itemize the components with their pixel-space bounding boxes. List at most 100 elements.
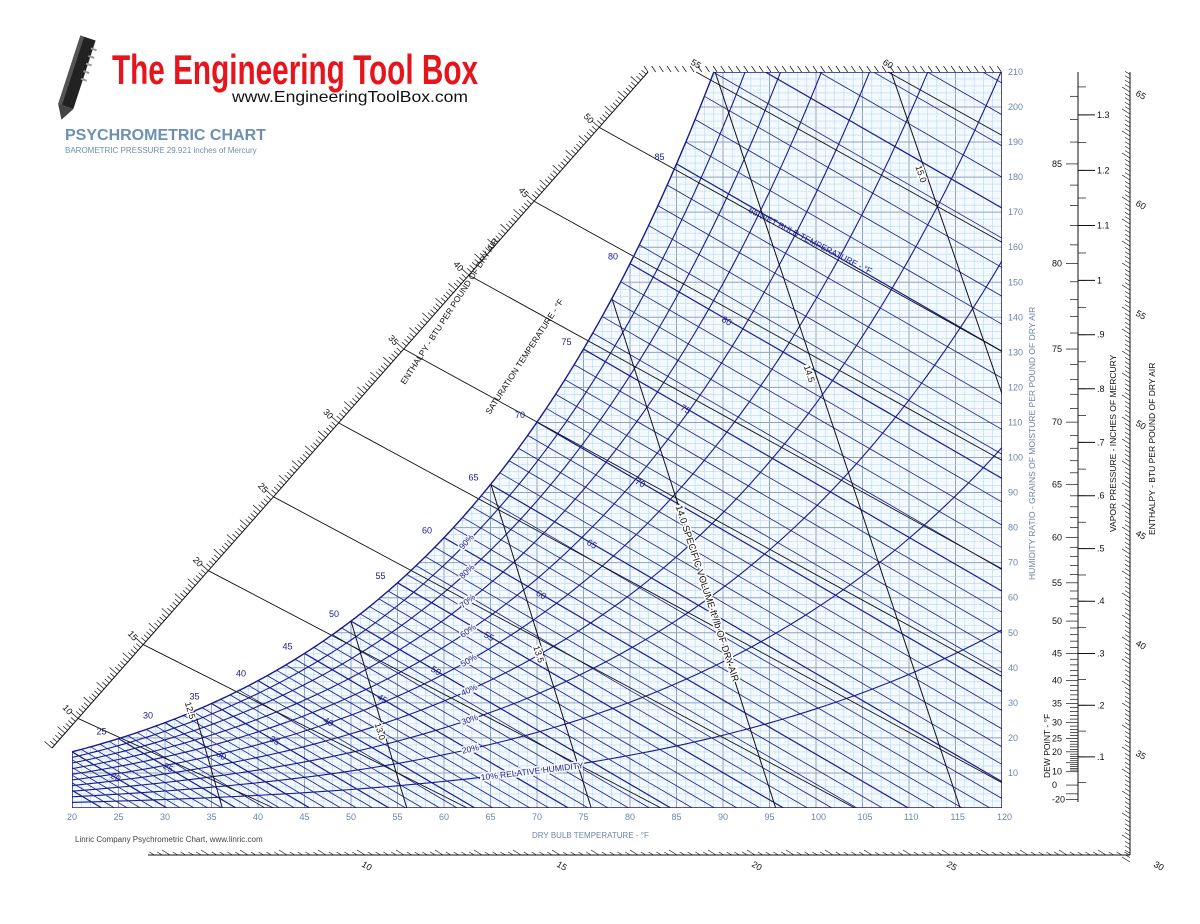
enthalpy-scale-tick bbox=[615, 99, 621, 104]
enthalpy-scale-tick bbox=[1124, 163, 1131, 168]
enthalpy-scale-tick bbox=[630, 81, 636, 87]
saturation-tick-label: 25 bbox=[97, 727, 107, 737]
enthalpy-scale-tick bbox=[835, 65, 841, 73]
enthalpy-scale-tick bbox=[1124, 225, 1131, 229]
enthalpy-scale-tick bbox=[820, 851, 826, 856]
enthalpy-scale-tick bbox=[487, 244, 493, 249]
enthalpy-scale-tick bbox=[1124, 533, 1131, 537]
enthalpy-scale-tick bbox=[313, 851, 319, 856]
enthalpy-scale-tick bbox=[174, 593, 183, 601]
enthalpy-scale-tick bbox=[1124, 317, 1131, 322]
enthalpy-scale-tick bbox=[785, 849, 795, 856]
enthalpy-scale-tick bbox=[576, 143, 582, 149]
enthalpy-lines bbox=[77, 71, 1002, 808]
enthalpy-scale-tick bbox=[589, 129, 595, 134]
enthalpy-scale-tick bbox=[1121, 438, 1131, 445]
enthalpy-scale-tick bbox=[130, 649, 136, 654]
enthalpy-scale-tick bbox=[1124, 273, 1131, 278]
x-tick-label: 80 bbox=[625, 812, 635, 822]
enthalpy-scale-tick bbox=[812, 65, 818, 73]
x-tick-label: 95 bbox=[765, 812, 775, 822]
enthalpy-scale-tick bbox=[1124, 361, 1131, 366]
enthalpy-scale-tick bbox=[1124, 119, 1131, 124]
wet-bulb-line bbox=[248, 685, 458, 808]
enthalpy-tick-label: 55 bbox=[689, 57, 703, 71]
enthalpy-tick-label: 25 bbox=[945, 859, 959, 873]
enthalpy-scale-tick bbox=[511, 217, 517, 223]
vapor-pressure-tick-label: .3 bbox=[1097, 648, 1105, 658]
wet-bulb-line bbox=[406, 574, 808, 808]
enthalpy-scale-tick bbox=[1124, 603, 1131, 608]
saturation-tick-label: 60 bbox=[422, 526, 432, 536]
enthalpy-scale-tick bbox=[1121, 526, 1131, 533]
enthalpy-scale-tick bbox=[628, 84, 634, 90]
y-tick-label: 110 bbox=[1008, 417, 1022, 427]
enthalpy-scale-tick bbox=[1124, 401, 1131, 405]
enthalpy-scale-tick bbox=[1054, 851, 1060, 856]
wet-bulb-tick-label: 65 bbox=[585, 537, 599, 551]
enthalpy-scale-tick bbox=[156, 619, 162, 625]
enthalpy-scale-tick bbox=[250, 851, 256, 856]
enthalpy-scale-tick bbox=[55, 734, 61, 740]
enthalpy-scale-tick bbox=[349, 400, 355, 406]
dew-point-tick-label: 60 bbox=[1052, 533, 1062, 543]
wet-bulb-line bbox=[453, 527, 936, 808]
enthalpy-scale-tick bbox=[668, 849, 678, 856]
enthalpy-scale-tick bbox=[734, 851, 740, 856]
enthalpy-scale-tick bbox=[897, 65, 902, 73]
enthalpy-scale-tick bbox=[391, 851, 397, 856]
enthalpy-scale-tick bbox=[531, 194, 537, 199]
enthalpy-tick-label: 45 bbox=[1134, 528, 1148, 542]
enthalpy-scale-tick bbox=[70, 711, 79, 719]
y-tick-label: 40 bbox=[1008, 663, 1018, 673]
enthalpy-scale-tick bbox=[617, 96, 623, 102]
enthalpy-scale-tick bbox=[1124, 414, 1131, 418]
enthalpy-scale-tick bbox=[128, 652, 134, 657]
enthalpy-scale-tick bbox=[313, 442, 319, 447]
enthalpy-scale-tick bbox=[547, 176, 553, 181]
enthalpy-scale-tick bbox=[781, 851, 787, 856]
enthalpy-scale-tick bbox=[1124, 238, 1131, 242]
enthalpy-scale-tick bbox=[1007, 851, 1013, 856]
wet-bulb-line bbox=[1158, 2, 1200, 808]
enthalpy-scale-tick bbox=[1124, 819, 1131, 823]
enthalpy-scale-tick bbox=[435, 297, 444, 305]
wet-bulb-line bbox=[387, 590, 761, 808]
x-tick-label: 50 bbox=[346, 812, 356, 822]
enthalpy-scale-tick bbox=[697, 65, 703, 73]
wet-bulb-line bbox=[108, 741, 223, 808]
enthalpy-scale-tick bbox=[1124, 761, 1131, 766]
enthalpy-tick-label: 65 bbox=[1134, 88, 1148, 102]
dry-bulb-label: DRY BULB TEMPERATURE - °F bbox=[532, 831, 649, 840]
enthalpy-scale-tick bbox=[406, 335, 412, 341]
enthalpy-scale-tick bbox=[227, 851, 233, 856]
enthalpy-scale-tick bbox=[1124, 343, 1131, 348]
enthalpy-scale-tick bbox=[57, 731, 63, 737]
specific-volume-line bbox=[72, 71, 223, 808]
enthalpy-scale-tick bbox=[91, 693, 97, 699]
enthalpy-scale-tick bbox=[1124, 189, 1131, 194]
enthalpy-scale-tick bbox=[513, 209, 522, 217]
enthalpy-scale-tick bbox=[365, 383, 371, 388]
enthalpy-scale-tick bbox=[1124, 590, 1131, 594]
enthalpy-scale-tick bbox=[1121, 284, 1131, 291]
enthalpy-scale-tick bbox=[104, 678, 110, 684]
enthalpy-scale-tick bbox=[250, 513, 256, 518]
x-tick-label: 120 bbox=[997, 812, 1012, 822]
dew-point-tick-label: 30 bbox=[1052, 718, 1062, 728]
enthalpy-scale-tick bbox=[258, 851, 264, 856]
enthalpy-scale-tick bbox=[1124, 453, 1131, 458]
enthalpy-scale-tick bbox=[996, 65, 1002, 73]
enthalpy-scale-tick bbox=[1121, 702, 1131, 709]
wet-bulb-line bbox=[434, 546, 883, 808]
y-tick-label: 180 bbox=[1008, 172, 1023, 182]
wet-bulb-line bbox=[313, 647, 589, 808]
chart-title: PSYCHROMETRIC CHART bbox=[65, 127, 266, 144]
enthalpy-scale-tick bbox=[604, 111, 610, 116]
enthalpy-scale-tick bbox=[912, 65, 918, 73]
enthalpy-scale-tick bbox=[1093, 851, 1099, 856]
wet-bulb-line bbox=[229, 694, 423, 808]
saturation-tick-label: 85 bbox=[655, 152, 665, 162]
enthalpy-scale-tick bbox=[1124, 458, 1131, 462]
wet-bulb-line bbox=[694, 119, 1002, 808]
